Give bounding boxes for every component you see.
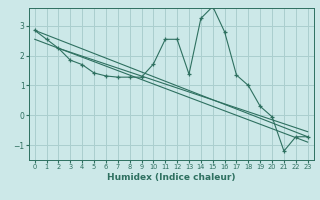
X-axis label: Humidex (Indice chaleur): Humidex (Indice chaleur) [107,173,236,182]
